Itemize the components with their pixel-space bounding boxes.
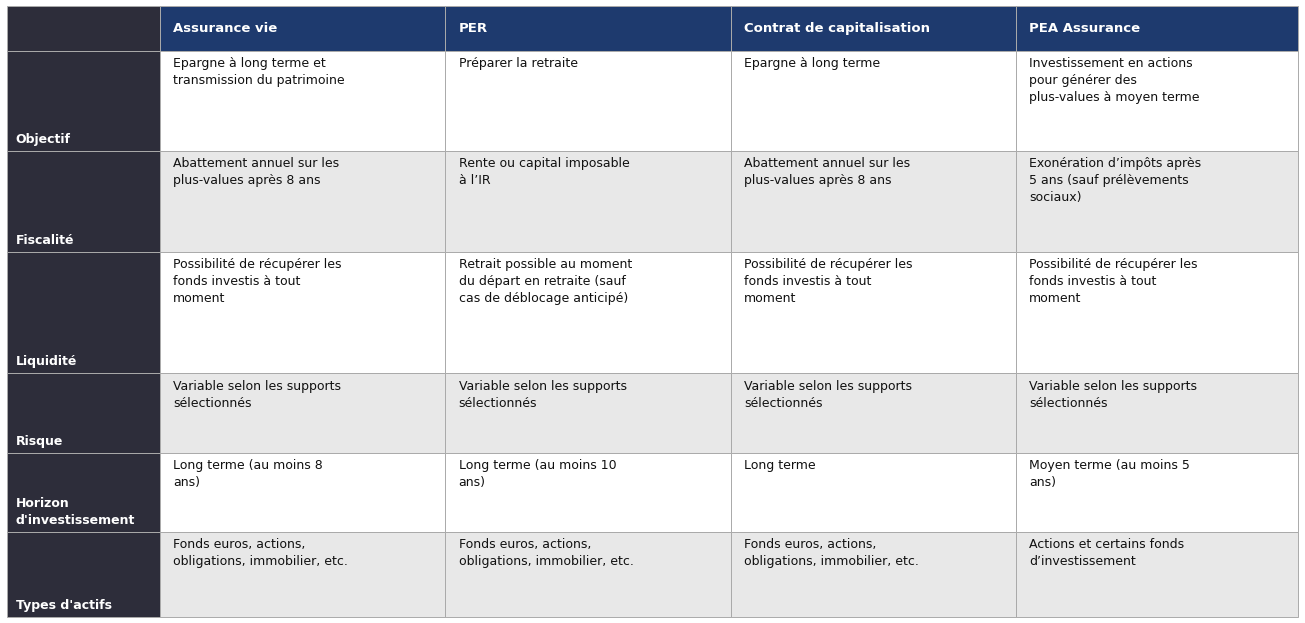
Bar	[7, 453, 161, 532]
Bar	[445, 151, 731, 252]
Text: Epargne à long terme: Epargne à long terme	[744, 57, 880, 70]
Text: Contrat de capitalisation: Contrat de capitalisation	[744, 22, 930, 35]
Text: Abattement annuel sur les
plus-values après 8 ans: Abattement annuel sur les plus-values ap…	[744, 158, 910, 188]
Text: Long terme (au moins 8
ans): Long terme (au moins 8 ans)	[174, 459, 322, 489]
Text: Long terme (au moins 10
ans): Long terme (au moins 10 ans)	[458, 459, 616, 489]
Text: Assurance vie: Assurance vie	[174, 22, 278, 35]
Bar	[731, 532, 1017, 617]
Text: Exonération d’impôts après
5 ans (sauf prélèvements
sociaux): Exonération d’impôts après 5 ans (sauf p…	[1030, 158, 1202, 204]
Bar	[161, 453, 445, 532]
Text: PEA Assurance: PEA Assurance	[1030, 22, 1141, 35]
Bar	[445, 373, 731, 453]
Bar	[1017, 151, 1298, 252]
Text: Epargne à long terme et
transmission du patrimoine: Epargne à long terme et transmission du …	[174, 57, 345, 87]
Text: Rente ou capital imposable
à l’IR: Rente ou capital imposable à l’IR	[458, 158, 629, 188]
Text: Possibilité de récupérer les
fonds investis à tout
moment: Possibilité de récupérer les fonds inves…	[1030, 258, 1198, 305]
Bar	[161, 6, 445, 50]
Text: Variable selon les supports
sélectionnés: Variable selon les supports sélectionnés	[458, 379, 626, 410]
Text: Moyen terme (au moins 5
ans): Moyen terme (au moins 5 ans)	[1030, 459, 1190, 489]
Text: Fonds euros, actions,
obligations, immobilier, etc.: Fonds euros, actions, obligations, immob…	[744, 538, 919, 568]
Bar	[1017, 453, 1298, 532]
Bar	[1017, 252, 1298, 373]
Bar	[445, 252, 731, 373]
Bar	[161, 252, 445, 373]
Text: Fonds euros, actions,
obligations, immobilier, etc.: Fonds euros, actions, obligations, immob…	[458, 538, 633, 568]
Text: Actions et certains fonds
d’investissement: Actions et certains fonds d’investisseme…	[1030, 538, 1185, 568]
Text: Variable selon les supports
sélectionnés: Variable selon les supports sélectionnés	[744, 379, 912, 410]
Bar	[7, 151, 161, 252]
Text: PER: PER	[458, 22, 488, 35]
Bar	[161, 532, 445, 617]
Bar	[1017, 6, 1298, 50]
Bar	[731, 50, 1017, 151]
Text: Possibilité de récupérer les
fonds investis à tout
moment: Possibilité de récupérer les fonds inves…	[744, 258, 912, 305]
Text: Variable selon les supports
sélectionnés: Variable selon les supports sélectionnés	[174, 379, 341, 410]
Bar	[445, 453, 731, 532]
Bar	[161, 373, 445, 453]
Text: Risque: Risque	[16, 435, 63, 448]
Text: Objectif: Objectif	[16, 133, 70, 146]
Bar	[7, 6, 161, 50]
Bar	[161, 50, 445, 151]
Text: Fonds euros, actions,
obligations, immobilier, etc.: Fonds euros, actions, obligations, immob…	[174, 538, 348, 568]
Text: Préparer la retraite: Préparer la retraite	[458, 57, 578, 70]
Bar	[7, 373, 161, 453]
Text: Investissement en actions
pour générer des
plus-values à moyen terme: Investissement en actions pour générer d…	[1030, 57, 1199, 104]
Text: Horizon
d'investissement: Horizon d'investissement	[16, 497, 134, 527]
Text: Liquidité: Liquidité	[16, 355, 77, 368]
Bar	[731, 453, 1017, 532]
Bar	[1017, 532, 1298, 617]
Text: Types d'actifs: Types d'actifs	[16, 599, 112, 612]
Bar	[731, 373, 1017, 453]
Bar	[7, 50, 161, 151]
Bar	[161, 151, 445, 252]
Bar	[445, 50, 731, 151]
Bar	[731, 6, 1017, 50]
Bar	[1017, 50, 1298, 151]
Text: Possibilité de récupérer les
fonds investis à tout
moment: Possibilité de récupérer les fonds inves…	[174, 258, 342, 305]
Bar	[445, 6, 731, 50]
Bar	[731, 151, 1017, 252]
Bar	[7, 252, 161, 373]
Bar	[1017, 373, 1298, 453]
Text: Variable selon les supports
sélectionnés: Variable selon les supports sélectionnés	[1030, 379, 1197, 410]
Bar	[445, 532, 731, 617]
Bar	[7, 532, 161, 617]
Text: Fiscalité: Fiscalité	[16, 234, 74, 247]
Text: Long terme: Long terme	[744, 459, 816, 472]
Text: Abattement annuel sur les
plus-values après 8 ans: Abattement annuel sur les plus-values ap…	[174, 158, 339, 188]
Text: Retrait possible au moment
du départ en retraite (sauf
cas de déblocage anticipé: Retrait possible au moment du départ en …	[458, 258, 632, 305]
Bar	[731, 252, 1017, 373]
